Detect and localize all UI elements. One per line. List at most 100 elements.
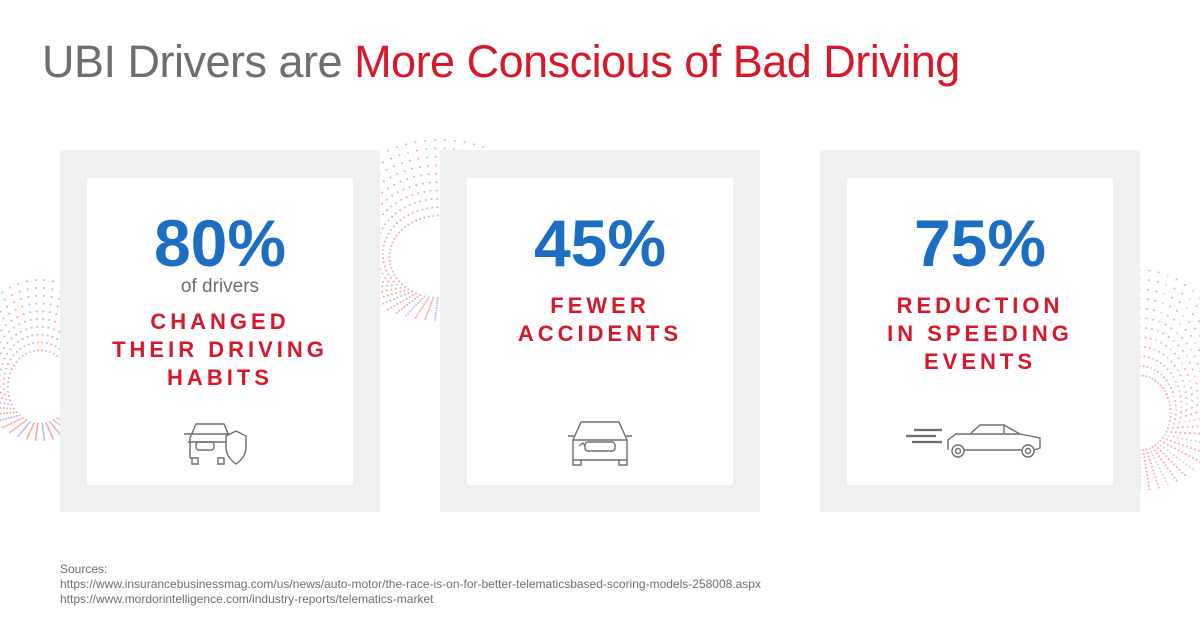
source-link[interactable]: https://www.mordorintelligence.com/indus…: [60, 592, 434, 606]
background-dot: [18, 424, 21, 427]
background-dot: [1157, 447, 1159, 450]
background-dot: [1168, 434, 1171, 437]
background-dot: [51, 435, 54, 438]
stat-card-speeding: 75% REDUCTION IN SPEEDING EVENTS: [847, 178, 1113, 485]
background-dot: [382, 213, 385, 216]
background-dot: [411, 211, 414, 214]
background-dot: [390, 267, 393, 270]
background-dot: [41, 428, 44, 431]
background-dot: [6, 341, 9, 344]
stat-label: CHANGED THEIR DRIVING HABITS: [112, 309, 328, 390]
background-dot: [1173, 287, 1176, 290]
background-dot: [1150, 450, 1153, 453]
background-dot: [405, 143, 408, 146]
background-dot: [32, 349, 35, 352]
background-dot: [399, 290, 402, 293]
background-dot: [25, 352, 28, 355]
background-dot: [1181, 362, 1184, 365]
background-dot: [15, 360, 18, 363]
background-dot: [1193, 432, 1196, 435]
background-dot: [56, 430, 59, 433]
background-dot: [435, 306, 438, 309]
background-dot: [1185, 306, 1188, 309]
background-dot: [413, 306, 416, 309]
background-dot: [1174, 404, 1177, 407]
background-dot: [48, 311, 51, 314]
background-dot: [34, 438, 37, 441]
background-dot: [1190, 406, 1193, 409]
background-dot: [0, 419, 2, 422]
background-dot: [9, 358, 12, 361]
background-dot: [23, 420, 26, 423]
background-dot: [415, 303, 418, 306]
background-dot: [408, 186, 411, 189]
background-dot: [35, 318, 38, 321]
background-dot: [9, 372, 12, 375]
background-dot: [431, 206, 434, 209]
background-dot: [2, 418, 5, 421]
background-dot: [2, 346, 5, 349]
background-dot: [1163, 477, 1166, 480]
background-dot: [2, 377, 5, 380]
background-dot: [1174, 418, 1177, 421]
background-dot: [385, 236, 388, 239]
background-dot: [1185, 342, 1188, 345]
background-dot: [7, 395, 10, 398]
background-dot: [2, 383, 5, 385]
background-dot: [30, 326, 33, 329]
background-dot: [46, 425, 49, 428]
background-dot: [12, 301, 15, 304]
background-dot: [1156, 463, 1159, 466]
background-dot: [3, 425, 6, 428]
background-dot: [1154, 476, 1157, 479]
background-dot: [49, 303, 52, 306]
background-dot: [1151, 446, 1154, 449]
background-dot: [1153, 449, 1156, 452]
background-dot: [1171, 426, 1174, 429]
background-dot: [1169, 439, 1172, 442]
background-dot: [1170, 460, 1173, 463]
background-dot: [1191, 400, 1194, 402]
background-dot: [35, 302, 38, 305]
background-dot: [1175, 409, 1177, 411]
background-dot: [423, 295, 426, 298]
background-dot: [434, 139, 437, 142]
background-dot: [423, 190, 426, 193]
background-dot: [17, 340, 20, 343]
background-dot: [1146, 477, 1149, 480]
source-link[interactable]: https://www.insurancebusinessmag.com/us/…: [60, 577, 761, 591]
background-dot: [25, 437, 28, 440]
background-dot: [1166, 449, 1169, 452]
background-dot: [1161, 386, 1164, 389]
background-dot: [1146, 307, 1149, 310]
background-dot: [10, 430, 13, 433]
background-dot: [32, 422, 35, 425]
background-dot: [54, 320, 57, 323]
background-dot: [1182, 460, 1185, 463]
background-dot: [54, 345, 57, 348]
background-dot: [1166, 427, 1169, 430]
background-dot: [421, 208, 424, 211]
background-dot: [6, 386, 9, 388]
background-dot: [1180, 411, 1183, 414]
title-gray-part: UBI Drivers are: [42, 36, 355, 87]
background-dot: [395, 283, 398, 286]
background-dot: [1194, 440, 1197, 443]
background-dot: [430, 301, 433, 304]
background-dot: [58, 330, 61, 333]
background-dot: [14, 308, 17, 311]
background-dot: [48, 430, 51, 433]
background-dot: [58, 431, 61, 434]
background-dot: [1171, 473, 1174, 476]
background-dot: [392, 298, 395, 301]
background-dot: [5, 398, 8, 401]
background-dot: [400, 228, 403, 231]
background-dot: [421, 297, 424, 300]
background-dot: [417, 312, 420, 315]
background-dot: [1180, 406, 1183, 408]
background-dot: [1175, 278, 1178, 281]
background-dot: [29, 420, 32, 423]
background-dot: [395, 292, 398, 295]
background-dot: [381, 290, 384, 293]
background-dot: [51, 335, 54, 338]
